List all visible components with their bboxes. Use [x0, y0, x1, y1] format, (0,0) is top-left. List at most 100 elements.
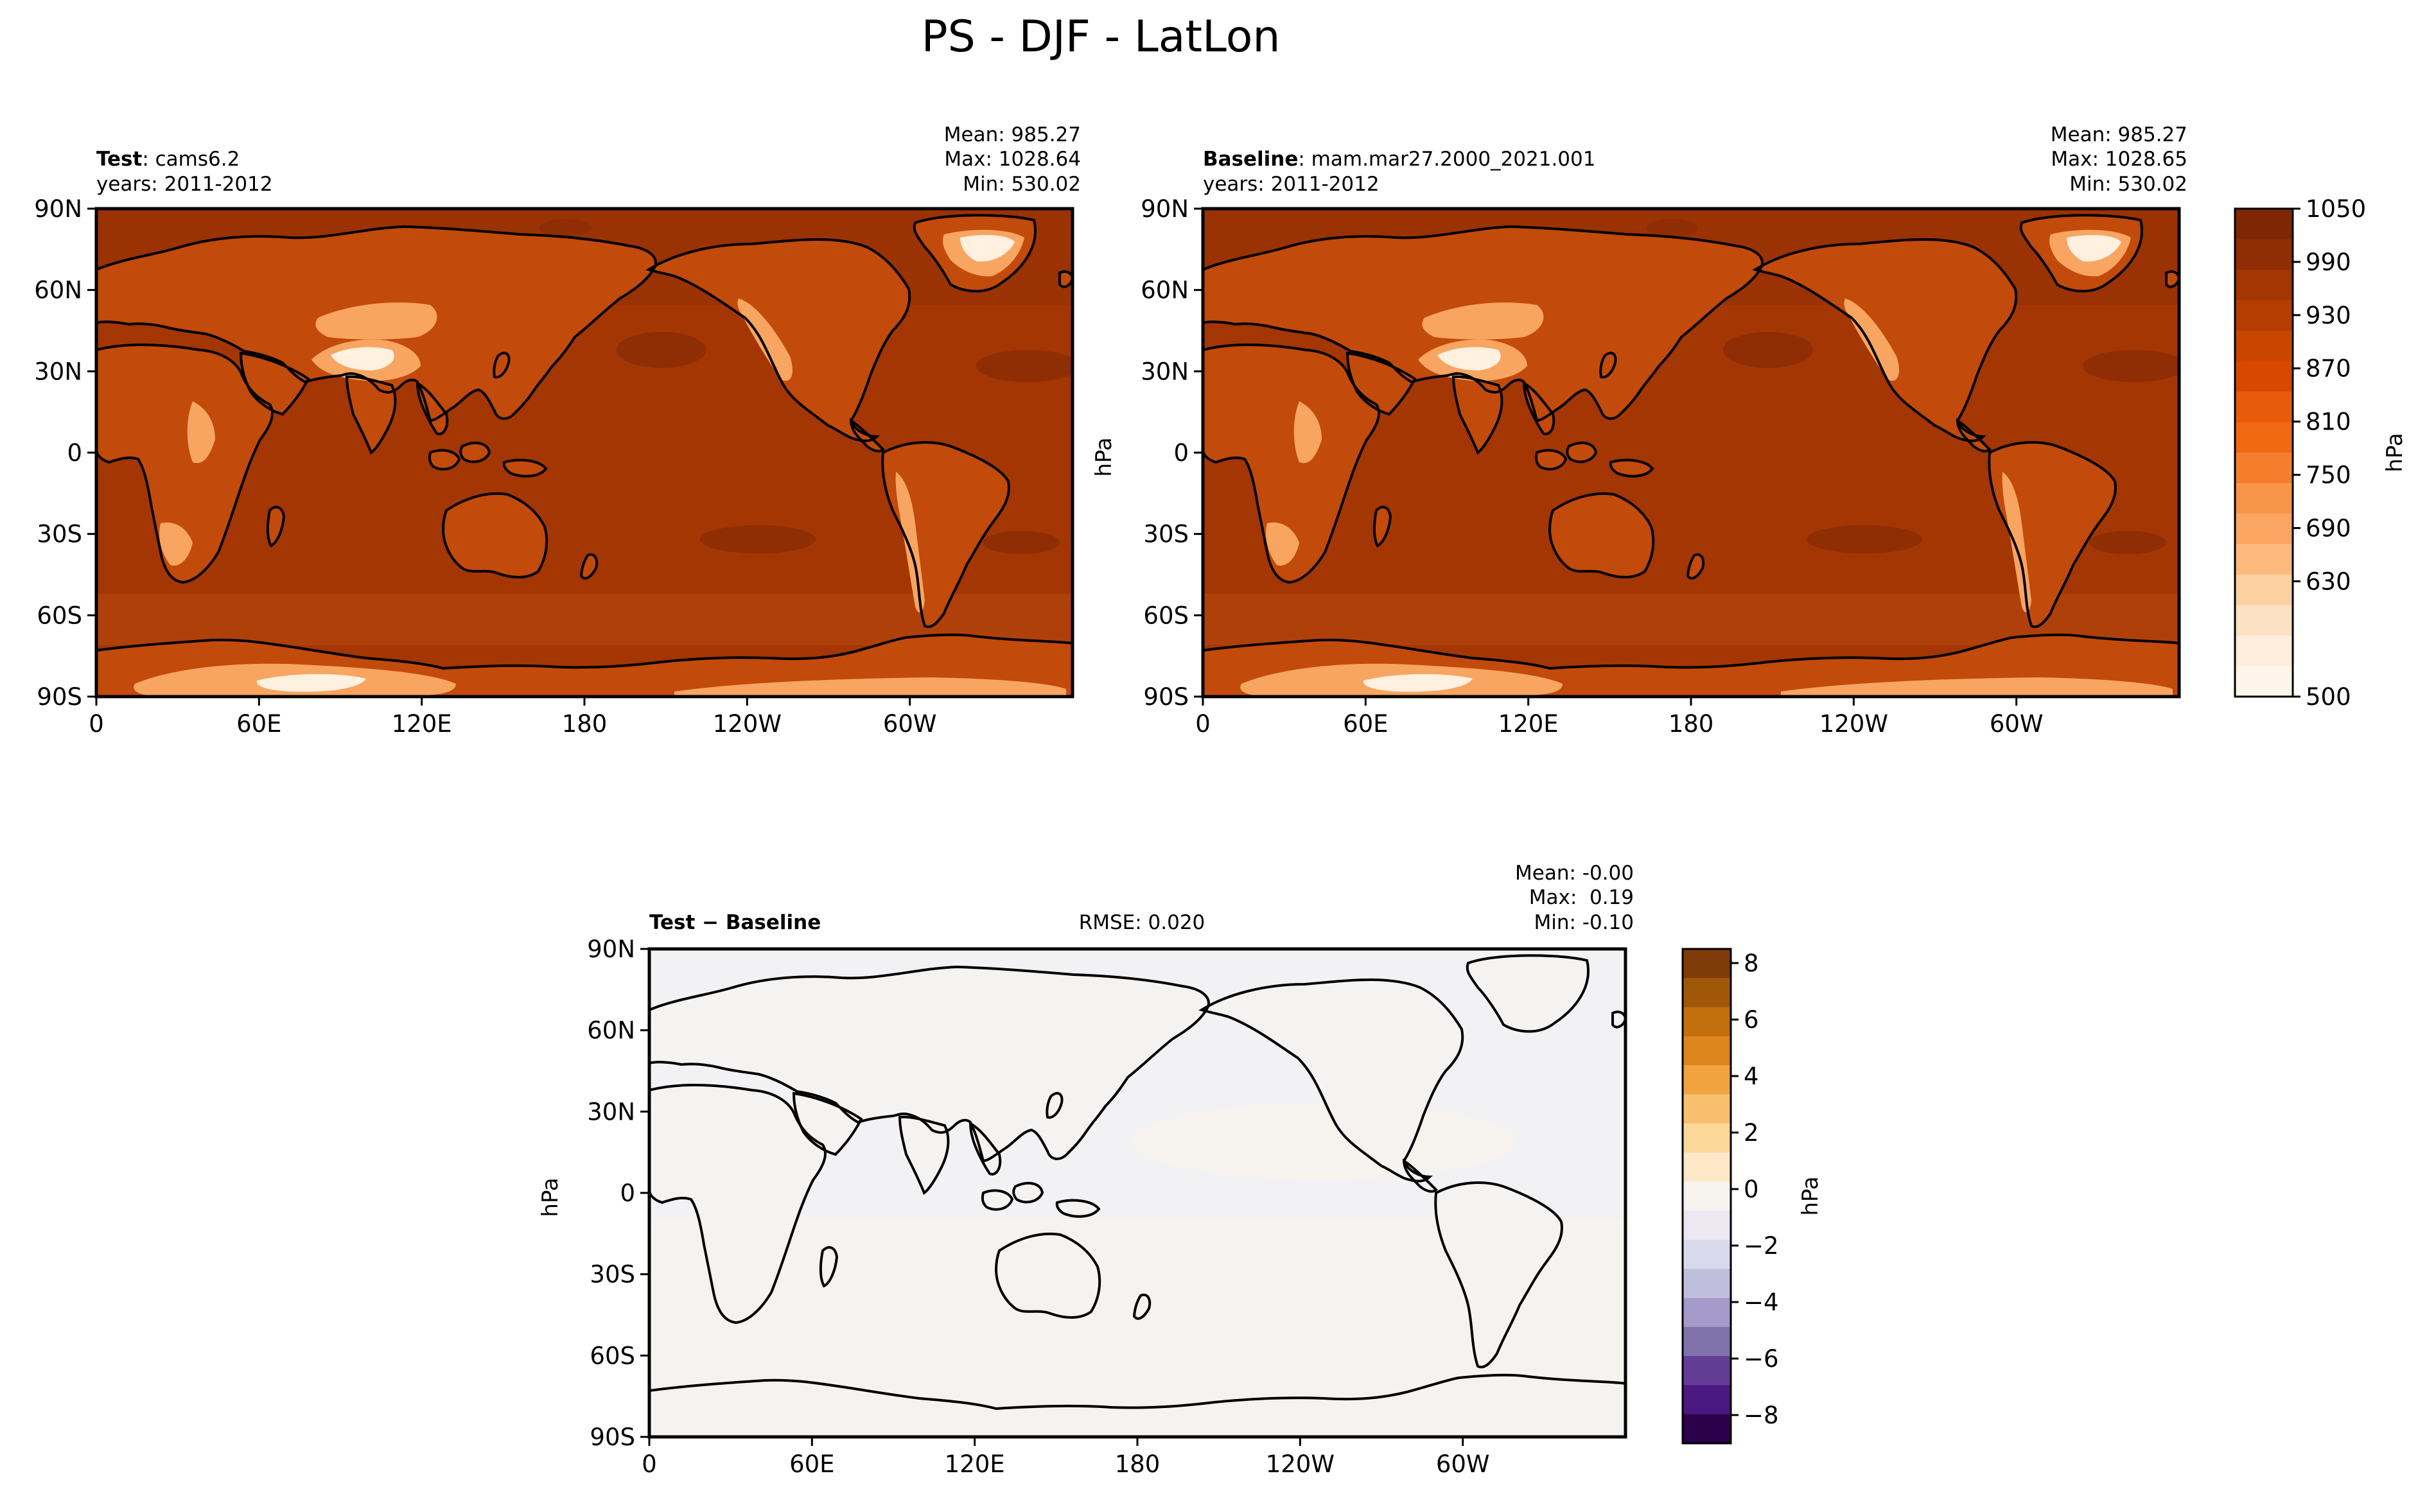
colorbar-swatch [1683, 1414, 1731, 1444]
colorbar-swatch [2235, 300, 2293, 331]
colorbar-swatch [2235, 666, 2293, 697]
colorbar-swatch [1683, 1065, 1731, 1095]
colorbar-tick-label: 870 [2306, 355, 2351, 383]
panel-difference-map [647, 947, 1627, 1439]
colorbar-label: hPa [1798, 1176, 1823, 1215]
colorbar-tick-label: 4 [1744, 1063, 1759, 1090]
y-tick-label: 60S [1143, 602, 1189, 629]
colorbar-tick-label: 930 [2306, 302, 2351, 329]
y-tick-label: 90N [587, 935, 635, 963]
y-tick-label: 0 [67, 439, 82, 467]
colorbar-swatch [2235, 453, 2293, 484]
y-tick-label: 90N [1141, 195, 1189, 223]
colorbar-tick-label: 810 [2306, 408, 2351, 436]
colorbar-swatch [1683, 1298, 1731, 1328]
y-tick-label: 90S [37, 683, 82, 711]
colorbar-swatch [2235, 270, 2293, 301]
panel-difference-rmse: RMSE: 0.020 [1079, 911, 1205, 934]
colorbar-tick-label: −2 [1744, 1232, 1779, 1260]
panel-test-map [94, 207, 1074, 699]
x-tick-label: 120W [713, 710, 782, 738]
x-tick-label: 60W [1990, 710, 2044, 738]
x-tick-label: 0 [89, 710, 104, 738]
panel-baseline-stat-mean: Mean: 985.27 [2051, 123, 2187, 146]
x-tick-label: 60E [789, 1450, 834, 1478]
x-tick-label: 180 [562, 710, 608, 738]
colorbar-swatch [2235, 483, 2293, 514]
panel-test-label-rest: : cams6.2 [142, 148, 240, 171]
panel-test-label-bold: Test [96, 148, 143, 171]
y-tick-label: 90S [590, 1423, 635, 1451]
y-tick-label: 0 [1173, 439, 1189, 467]
colorbar-tick-label: −6 [1744, 1345, 1779, 1373]
y-tick-label: 30S [1143, 521, 1189, 548]
panel-test-years: years: 2011-2012 [96, 173, 273, 196]
y-tick-label: 0 [620, 1179, 635, 1207]
y-tick-label: 60N [1141, 277, 1189, 304]
colorbar-swatch [1683, 1385, 1731, 1415]
x-tick-label: 0 [642, 1450, 657, 1478]
y-tick-label: 60N [587, 1017, 635, 1045]
y-tick-label: 60S [37, 602, 82, 629]
x-tick-label: 0 [1195, 710, 1211, 738]
colorbar-tick-label: 2 [1744, 1119, 1759, 1147]
x-tick-label: 120W [1819, 710, 1888, 738]
y-tick-label: 30S [37, 521, 82, 548]
colorbar-swatch [1683, 1152, 1731, 1182]
x-tick-label: 60W [1436, 1450, 1490, 1478]
panel-baseline-axes: 0 60E 120E 180 120W 60W 90N 60N 30N 0 30S 60S 90S [1141, 195, 2043, 738]
x-tick-label: 120E [945, 1450, 1005, 1478]
panel-test-stat-max: Max: 1028.64 [944, 148, 1081, 171]
colorbar-swatch [1683, 1181, 1731, 1212]
colorbar-swatch [1683, 1094, 1731, 1124]
y-tick-label: 90N [34, 195, 82, 223]
colorbar-swatch [1683, 1356, 1731, 1386]
figure-title: PS - DJF - LatLon [922, 12, 1281, 62]
x-tick-label: 60E [1343, 710, 1388, 738]
panel-baseline-label-bold: Baseline [1203, 148, 1298, 171]
x-tick-label: 180 [1669, 710, 1714, 738]
panel-difference-stat-mean: Mean: -0.00 [1515, 862, 1634, 885]
colorbar-swatch [2235, 514, 2293, 545]
colorbar-tick-label: 1050 [2306, 195, 2366, 223]
panel-baseline-stat-max: Max: 1028.65 [2051, 148, 2187, 171]
colorbar-swatch [1683, 1239, 1731, 1269]
colorbar-tick-label: 0 [1744, 1176, 1759, 1203]
colorbar-tick-label: −4 [1744, 1289, 1779, 1316]
colorbar-swatch [2235, 422, 2293, 453]
colorbar-swatch [2235, 239, 2293, 270]
colorbar-tick-label: 990 [2306, 248, 2351, 276]
x-tick-label: 120E [392, 710, 452, 738]
colorbar-swatch [1683, 1210, 1731, 1240]
colorbar-swatch [2235, 544, 2293, 575]
colorbar-swatch [1683, 1007, 1731, 1037]
colorbar-tick-label: 690 [2306, 514, 2351, 542]
panel-baseline: Baseline: mam.mar27.2000_2021.001 years:… [1091, 123, 2408, 738]
colorbar-swatch [2235, 636, 2293, 667]
colorbar-frame [1681, 948, 1732, 1445]
panel-difference-stat-min: Min: -0.10 [1534, 911, 1634, 934]
colorbar-swatch [1683, 1036, 1731, 1066]
y-tick-label: 30N [587, 1098, 635, 1125]
colorbar-frame [2234, 207, 2294, 698]
colorbar-pressure: 1050 990 930 870 810 750 690 630 500 hPa [2234, 195, 2408, 711]
colorbar-swatch [2235, 605, 2293, 636]
panel-difference-ylabel: hPa [538, 1177, 563, 1217]
colorbar-swatch [1683, 1269, 1731, 1299]
x-tick-label: 120E [1498, 710, 1559, 738]
y-tick-label: 90S [1143, 683, 1189, 711]
panel-baseline-label: Baseline: mam.mar27.2000_2021.001 [1203, 148, 1595, 171]
panel-test-label: Test: cams6.2 [96, 148, 240, 171]
y-tick-label: 60S [590, 1342, 635, 1369]
colorbar-swatch [2235, 331, 2293, 362]
colorbar-swatch [1683, 1326, 1731, 1357]
colorbar-tick-label: 630 [2306, 568, 2351, 595]
panel-baseline-years: years: 2011-2012 [1203, 173, 1380, 196]
x-tick-label: 60E [236, 710, 281, 738]
panel-test: Test: cams6.2 years: 2011-2012 Mean: 985… [34, 123, 1081, 738]
colorbar-tick-label: 8 [1744, 950, 1759, 977]
x-tick-label: 120W [1266, 1450, 1335, 1478]
x-tick-label: 60W [883, 710, 937, 738]
panel-difference-axes: 0 60E 120E 180 120W 60W 90N 60N 30N 0 30S 60S 90S [587, 935, 1489, 1478]
